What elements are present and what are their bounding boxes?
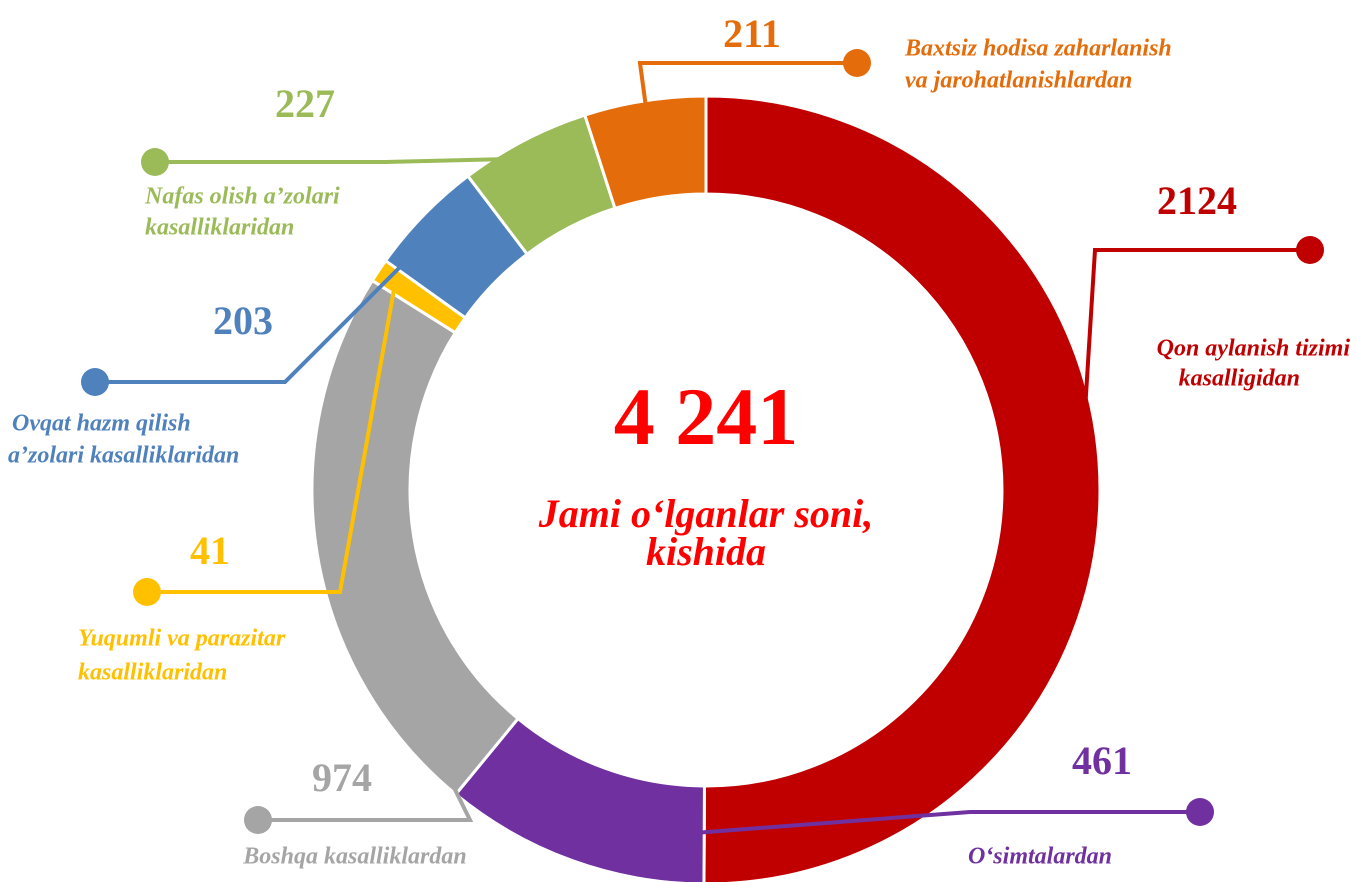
leader-dot xyxy=(1186,798,1214,826)
leader-line xyxy=(155,156,534,164)
leader-line xyxy=(1078,248,1310,492)
donut-segment xyxy=(582,94,708,211)
donut-segment xyxy=(702,94,1102,882)
category-label: Qon aylanish tizimi xyxy=(1157,336,1351,362)
category-label: Boshqa kasalliklardan xyxy=(242,844,466,870)
value-label: 211 xyxy=(723,11,781,56)
value-label: 41 xyxy=(190,528,230,573)
category-label: a’zolari kasalliklaridan xyxy=(8,443,239,469)
category-label: O‘simtalardan xyxy=(968,844,1112,870)
value-label: 974 xyxy=(312,755,372,800)
value-label: 461 xyxy=(1072,738,1132,783)
leader-dot xyxy=(133,578,161,606)
center-value: 4 241 xyxy=(614,371,799,462)
category-label: Baxtsiz hodisa zaharlanish xyxy=(904,36,1172,62)
donut-segment xyxy=(310,278,521,797)
leader-line xyxy=(95,227,440,384)
leader-dot xyxy=(141,148,169,176)
value-label: 203 xyxy=(213,298,273,343)
category-label: va jarohatlanishlardan xyxy=(905,68,1132,94)
leader-dot xyxy=(81,368,109,396)
category-label: Ovqat hazm qilish xyxy=(12,411,191,437)
leader-dot xyxy=(843,49,871,77)
center-text: Jami o‘lganlar soni, xyxy=(538,491,874,536)
leader-line xyxy=(258,549,474,822)
value-label: 2124 xyxy=(1157,178,1237,223)
leader-line xyxy=(578,810,1200,844)
category-label: Nafas olish a’zolari xyxy=(144,184,340,210)
center-text: kishida xyxy=(646,529,766,574)
category-label: kasalliklaridan xyxy=(78,660,227,686)
category-label: Yuqumli va parazitar xyxy=(78,626,286,652)
leader-line xyxy=(637,61,857,121)
leader-line xyxy=(147,281,398,594)
value-label: 227 xyxy=(275,81,335,126)
leader-dot xyxy=(244,806,272,834)
category-label: kasalliklaridan xyxy=(145,215,294,241)
category-label: kasalligidan xyxy=(1179,366,1300,392)
leader-dot xyxy=(1296,236,1324,264)
